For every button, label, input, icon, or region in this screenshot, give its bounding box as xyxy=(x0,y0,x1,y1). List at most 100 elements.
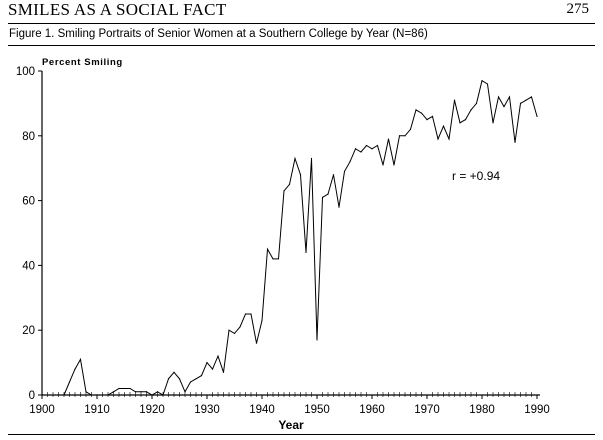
data-point xyxy=(178,378,181,380)
data-point xyxy=(327,193,329,195)
data-point xyxy=(74,368,76,370)
data-point xyxy=(420,112,423,114)
data-point xyxy=(525,99,527,101)
data-point xyxy=(63,394,65,396)
data-point xyxy=(145,391,148,393)
data-point xyxy=(398,135,401,137)
data-point xyxy=(272,258,274,260)
data-point xyxy=(536,115,538,117)
bottom-rule xyxy=(8,434,595,435)
data-point xyxy=(189,381,192,383)
data-point xyxy=(321,196,324,198)
data-point xyxy=(481,80,483,82)
x-axis-ticks: 1900 1910 1920 1930 1940 1950 1960 1970 1980 1990 xyxy=(29,395,550,416)
x-tick-label: 1960 xyxy=(359,404,385,416)
data-point xyxy=(244,313,247,315)
data-point xyxy=(376,144,379,147)
x-tick-label: 1980 xyxy=(469,404,495,416)
data-point xyxy=(409,128,412,130)
data-point xyxy=(343,170,346,173)
data-point xyxy=(151,394,153,396)
data-point xyxy=(305,251,307,254)
x-tick-label: 1930 xyxy=(194,404,220,416)
page-number: 275 xyxy=(566,1,590,17)
data-point xyxy=(140,391,142,393)
data-point xyxy=(459,122,461,124)
data-point xyxy=(96,394,98,396)
data-point xyxy=(118,387,120,390)
y-tick-label: 100 xyxy=(16,66,35,78)
series-line xyxy=(63,79,538,396)
correlation-annotation: r = +0.94 xyxy=(452,169,500,183)
data-point xyxy=(233,332,236,335)
x-tick-label: 1940 xyxy=(249,404,275,416)
y-tick-label: 40 xyxy=(22,260,35,272)
data-point xyxy=(310,157,313,160)
data-point xyxy=(431,115,434,117)
data-point xyxy=(173,371,175,373)
data-point xyxy=(79,358,82,360)
y-axis-label: Percent Smiling xyxy=(42,57,123,68)
data-point xyxy=(294,157,296,160)
data-point xyxy=(475,102,478,104)
data-point xyxy=(448,138,450,140)
data-point xyxy=(261,319,263,322)
data-point xyxy=(299,174,302,176)
y-axis-ticks: 0 20 40 60 80 100 xyxy=(16,66,42,402)
data-point xyxy=(508,96,511,98)
x-tick-label: 1900 xyxy=(29,404,55,416)
data-point xyxy=(470,109,472,111)
data-point xyxy=(134,391,137,393)
data-point xyxy=(442,125,445,127)
x-tick-label: 1920 xyxy=(139,404,165,416)
data-point xyxy=(387,138,390,140)
data-point xyxy=(365,144,368,147)
x-tick-label: 1970 xyxy=(414,404,440,416)
data-point xyxy=(530,96,533,98)
y-tick-label: 0 xyxy=(29,390,35,402)
data-point xyxy=(107,394,109,396)
data-point xyxy=(371,148,373,150)
data-point xyxy=(437,138,439,140)
data-point xyxy=(415,109,417,111)
x-axis-label: Year xyxy=(278,418,304,432)
data-point xyxy=(464,119,467,121)
data-point xyxy=(255,342,258,344)
data-point xyxy=(184,391,186,393)
figure-caption: Figure 1. Smiling Portraits of Senior Wo… xyxy=(9,28,428,40)
data-point xyxy=(316,339,318,341)
data-point xyxy=(206,362,208,364)
data-point xyxy=(382,164,384,166)
data-point xyxy=(250,313,252,315)
top-rule xyxy=(8,23,595,24)
data-point xyxy=(338,206,340,208)
x-tick-label: 1990 xyxy=(524,404,550,416)
data-point xyxy=(162,394,164,396)
data-point xyxy=(486,83,489,85)
data-point xyxy=(129,387,131,390)
data-point xyxy=(211,368,214,370)
running-title: SMILES AS A SOCIAL FACT xyxy=(8,0,227,19)
data-point xyxy=(112,391,115,393)
data-point xyxy=(123,387,126,390)
y-tick-label: 20 xyxy=(22,325,35,337)
data-point xyxy=(288,183,291,185)
data-point xyxy=(283,190,285,192)
running-head: SMILES AS A SOCIAL FACT 275 xyxy=(8,0,595,20)
data-point xyxy=(195,378,197,380)
x-tick-label: 1950 xyxy=(304,404,330,416)
x-tick-label: 1910 xyxy=(84,404,110,416)
y-tick-label: 60 xyxy=(22,196,35,208)
data-point xyxy=(426,119,428,121)
y-tick-label: 80 xyxy=(22,131,35,143)
caption-rule xyxy=(8,45,595,46)
data-point xyxy=(90,394,93,396)
data-point xyxy=(453,99,456,101)
data-point xyxy=(492,122,494,124)
data-point xyxy=(349,161,351,163)
data-point xyxy=(266,248,269,250)
data-point xyxy=(503,106,505,108)
data-point xyxy=(404,135,406,137)
data-point xyxy=(222,371,225,373)
